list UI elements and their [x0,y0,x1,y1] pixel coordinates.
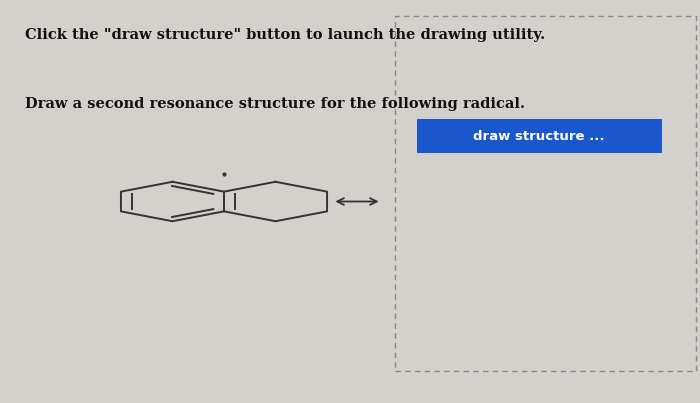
Text: Draw a second resonance structure for the following radical.: Draw a second resonance structure for th… [25,97,524,111]
Text: Click the "draw structure" button to launch the drawing utility.: Click the "draw structure" button to lau… [25,28,545,42]
Text: draw structure ...: draw structure ... [473,129,605,143]
FancyBboxPatch shape [416,119,662,153]
Bar [395,16,696,371]
